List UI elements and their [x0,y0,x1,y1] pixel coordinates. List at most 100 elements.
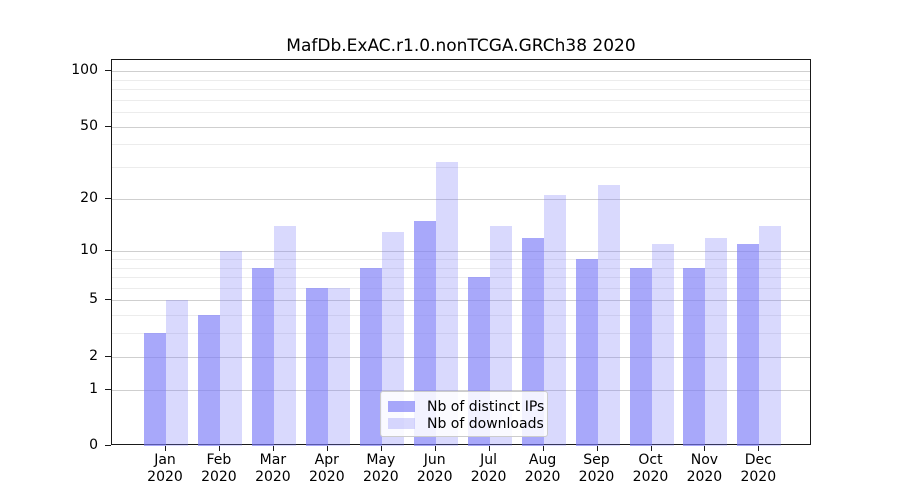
bar-distinct-ips [305,287,328,446]
major-gridline [112,356,810,358]
x-axis-tick-label: Jun 2020 [405,452,465,486]
major-gridline [112,71,810,72]
major-gridline [112,251,810,253]
bar-downloads [543,194,566,446]
x-axis-tick-label: May 2020 [351,452,411,486]
bar-distinct-ips [575,258,598,446]
x-axis-tick-year: 2020 [686,469,723,485]
x-axis-tick [326,446,328,451]
bar-downloads [219,251,242,446]
bar-downloads [273,226,296,446]
bar-downloads [435,161,458,446]
y-axis-tick [105,70,111,71]
bar-downloads [651,244,674,446]
x-axis-tick [542,446,544,451]
bar-distinct-ips [629,267,652,446]
bar-downloads [597,184,620,446]
legend-entry-downloads: Nb of downloads [388,415,544,432]
x-axis-tick-year: 2020 [578,469,615,485]
x-axis-tick-label: Dec 2020 [728,452,788,486]
minor-gridline [112,315,810,317]
x-axis-tick [704,446,706,451]
y-axis-tick [105,125,111,127]
major-gridline [112,389,810,391]
x-axis-tick-year: 2020 [740,469,777,485]
y-axis-tick-label: 100 [71,62,98,78]
minor-gridline [112,99,810,101]
x-axis-tick-year: 2020 [362,469,399,485]
y-axis-tick [105,250,111,252]
bar-distinct-ips [251,267,274,446]
y-axis-tick-label: 20 [80,189,98,206]
x-axis-tick-year: 2020 [255,469,291,485]
x-axis-tick-label: Mar 2020 [243,452,303,486]
minor-gridline [112,144,810,146]
x-axis-tick [218,446,220,451]
bar-distinct-ips [413,220,436,446]
x-axis-tick-label: Feb 2020 [189,452,249,486]
minor-gridline [112,79,810,81]
minor-gridline [112,267,810,269]
y-axis-tick-label: 2 [89,347,98,364]
y-axis-tick [105,445,111,446]
minor-gridline [112,333,810,335]
legend: Nb of distinct IPs Nb of downloads [380,391,548,437]
major-gridline [112,198,810,200]
x-axis-tick [165,446,166,451]
x-axis-tick [434,446,436,451]
legend-label-downloads: Nb of downloads [427,415,544,432]
bar-downloads [327,287,350,446]
y-axis-tick-label: 0 [89,437,98,453]
bar-distinct-ips [144,333,166,446]
y-axis-tick [105,299,111,301]
bar-distinct-ips [197,315,220,446]
y-axis-tick [105,197,111,199]
x-axis-tick-label: Aug 2020 [513,452,573,486]
legend-swatch-distinct-ips [388,401,415,412]
bar-distinct-ips [683,267,706,446]
plot-area: Nb of distinct IPs Nb of downloads [111,59,811,446]
y-axis-tick [105,355,111,357]
y-axis-tick-label: 1 [89,380,98,397]
major-gridline [112,300,810,302]
x-axis-tick-year: 2020 [201,469,237,485]
major-gridline [112,126,810,128]
x-axis-tick-year: 2020 [308,469,345,485]
legend-swatch-downloads [388,418,415,429]
minor-gridline [112,88,810,90]
bar-distinct-ips [359,267,382,446]
minor-gridline [112,287,810,289]
minor-gridline [112,112,810,113]
bar-downloads [166,300,188,446]
x-axis-tick-label: Oct 2020 [621,452,681,486]
bar-downloads [705,237,728,446]
x-axis-tick-year: 2020 [470,469,507,485]
x-axis-tick-label: Nov 2020 [674,452,734,486]
y-axis-tick-label: 50 [80,117,98,134]
x-axis-tick [650,446,652,451]
x-axis-tick [488,446,490,451]
x-axis-tick-year: 2020 [524,469,561,485]
x-axis-tick [380,446,382,451]
x-axis-tick-label: Jul 2020 [459,452,519,486]
x-axis-tick-label: Jan 2020 [135,452,195,486]
bar-downloads [759,226,782,446]
x-axis-tick [758,446,760,451]
minor-gridline [112,167,810,168]
minor-gridline [112,277,810,278]
y-axis-tick-label: 5 [89,291,98,308]
y-axis-tick [105,388,111,390]
x-axis-tick-year: 2020 [632,469,669,485]
x-axis-tick [596,446,598,451]
x-axis-tick-year: 2020 [147,469,183,485]
legend-label-distinct-ips: Nb of distinct IPs [427,398,545,415]
y-axis-tick-label: 10 [80,242,98,259]
legend-entry-distinct-ips: Nb of distinct IPs [388,398,544,415]
x-axis-tick [272,446,274,451]
x-axis-tick-label: Apr 2020 [297,452,357,486]
chart-title: MafDb.ExAC.r1.0.nonTCGA.GRCh38 2020 [286,36,636,56]
minor-gridline [112,258,810,260]
x-axis-tick-year: 2020 [416,469,453,485]
bar-distinct-ips [737,244,760,446]
